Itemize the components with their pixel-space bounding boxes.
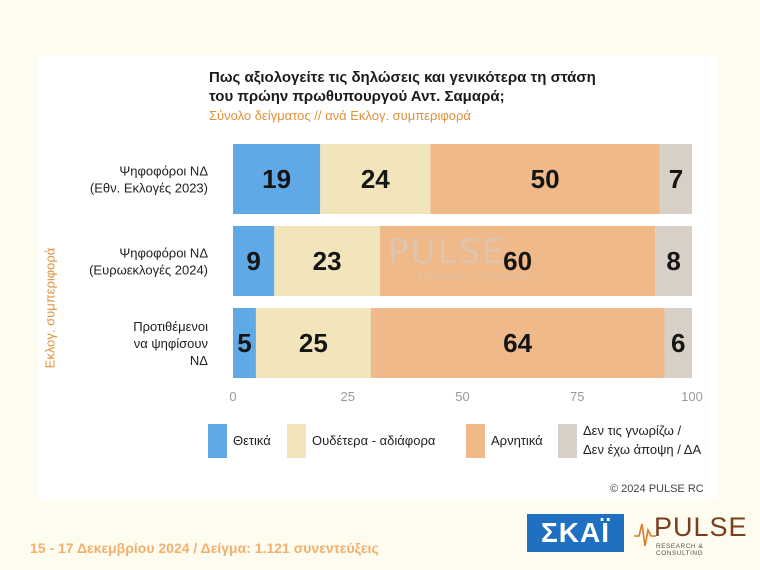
legend-label: Δεν τις γνωρίζω / xyxy=(583,423,682,438)
stacked-bar-chart: Ψηφοφόροι ΝΔ (Εθν. Εκλογές 2023) Ψηφοφόροι… xyxy=(89,144,703,404)
legend-swatch xyxy=(466,424,485,458)
x-tick-label: 75 xyxy=(570,389,584,404)
category-label: ΝΔ xyxy=(190,353,208,368)
x-tick-label: 0 xyxy=(229,389,236,404)
x-tick-label: 100 xyxy=(681,389,703,404)
category-label: Προτιθέμενοι xyxy=(133,319,208,334)
bar-segment xyxy=(379,226,656,296)
skai-logo: ΣΚΑΪ xyxy=(527,514,624,552)
data-label: 23 xyxy=(313,246,342,276)
data-label: 60 xyxy=(503,246,532,276)
data-label: 6 xyxy=(671,328,685,358)
data-label: 19 xyxy=(262,164,291,194)
data-label: 50 xyxy=(531,164,560,194)
bar-segment xyxy=(233,144,321,214)
bar-segment xyxy=(274,226,380,296)
legend-label: Θετικά xyxy=(233,433,271,448)
copyright-text: © 2024 PULSE RC xyxy=(610,483,704,495)
bar-segment xyxy=(655,226,692,296)
bar-segment xyxy=(659,144,692,214)
pulse-logo: PULSE RESEARCH & CONSULTING xyxy=(634,512,749,557)
x-tick-label: 50 xyxy=(455,389,469,404)
data-label: 24 xyxy=(361,164,390,194)
legend-label: Αρνητικά xyxy=(491,433,543,448)
bar-segment xyxy=(664,308,692,378)
legend-swatch xyxy=(558,424,577,458)
x-tick-label: 25 xyxy=(341,389,355,404)
pulse-logo-text: PULSE xyxy=(654,512,748,542)
category-label: να ψηφίσουν xyxy=(134,336,208,351)
chart-title: Πως αξιολογείτε τις δηλώσεις και γενικότ… xyxy=(209,69,596,105)
bar-segment xyxy=(370,308,665,378)
data-label: 9 xyxy=(246,246,260,276)
category-label: Ψηφοφόροι ΝΔ xyxy=(119,246,208,261)
data-label: 8 xyxy=(666,246,680,276)
chart-subtitle: Σύνολο δείγματος // ανά Εκλογ. συμπεριφο… xyxy=(209,108,471,123)
category-label: (Ευρωεκλογές 2024) xyxy=(89,263,208,278)
category-label: (Εθν. Εκλογές 2023) xyxy=(90,181,208,196)
data-label: 64 xyxy=(503,328,532,358)
data-label: 5 xyxy=(237,328,251,358)
pulse-wave-icon xyxy=(634,523,656,547)
bar-segment xyxy=(255,308,371,378)
bar-segment xyxy=(430,144,660,214)
bar-segment xyxy=(233,226,275,296)
data-label: 25 xyxy=(299,328,328,358)
legend-swatch xyxy=(287,424,306,458)
legend-label: Ουδέτερα - αδιάφορα xyxy=(312,433,436,448)
bar-segment xyxy=(320,144,431,214)
data-label: 7 xyxy=(669,164,683,194)
category-label: Ψηφοφόροι ΝΔ xyxy=(119,164,208,179)
legend-swatch xyxy=(208,424,227,458)
bar-segment xyxy=(233,308,256,378)
survey-footer: 15 - 17 Δεκεμβρίου 2024 / Δείγμα: 1.121 … xyxy=(30,540,379,556)
legend-label: Δεν έχω άποψη / ΔΑ xyxy=(583,442,702,457)
pulse-logo-subtext: RESEARCH & CONSULTING xyxy=(656,543,704,557)
